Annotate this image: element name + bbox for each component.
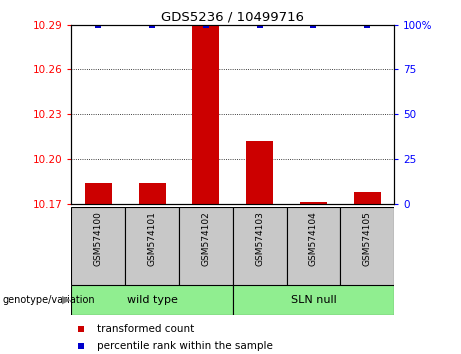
- Text: GSM574102: GSM574102: [201, 211, 210, 266]
- Bar: [71, 285, 233, 315]
- Text: GSM574104: GSM574104: [309, 211, 318, 266]
- Text: wild type: wild type: [127, 295, 177, 305]
- Bar: [125, 207, 179, 285]
- Bar: [354, 192, 381, 204]
- Text: transformed count: transformed count: [97, 324, 194, 334]
- Bar: [71, 207, 125, 285]
- Title: GDS5236 / 10499716: GDS5236 / 10499716: [161, 11, 304, 24]
- Bar: [233, 285, 394, 315]
- Bar: [340, 207, 394, 285]
- Text: GSM574100: GSM574100: [94, 211, 103, 266]
- Text: GSM574103: GSM574103: [255, 211, 264, 266]
- Bar: [85, 183, 112, 204]
- Text: percentile rank within the sample: percentile rank within the sample: [97, 341, 273, 351]
- Bar: [193, 25, 219, 204]
- Bar: [233, 207, 287, 285]
- Text: SLN null: SLN null: [290, 295, 337, 305]
- Bar: [246, 141, 273, 204]
- Bar: [179, 207, 233, 285]
- Text: GSM574105: GSM574105: [363, 211, 372, 266]
- Bar: [300, 202, 327, 204]
- Bar: [139, 183, 165, 204]
- Text: genotype/variation: genotype/variation: [2, 295, 95, 305]
- Text: ▶: ▶: [62, 295, 71, 305]
- Text: GSM574101: GSM574101: [148, 211, 157, 266]
- Bar: [287, 207, 340, 285]
